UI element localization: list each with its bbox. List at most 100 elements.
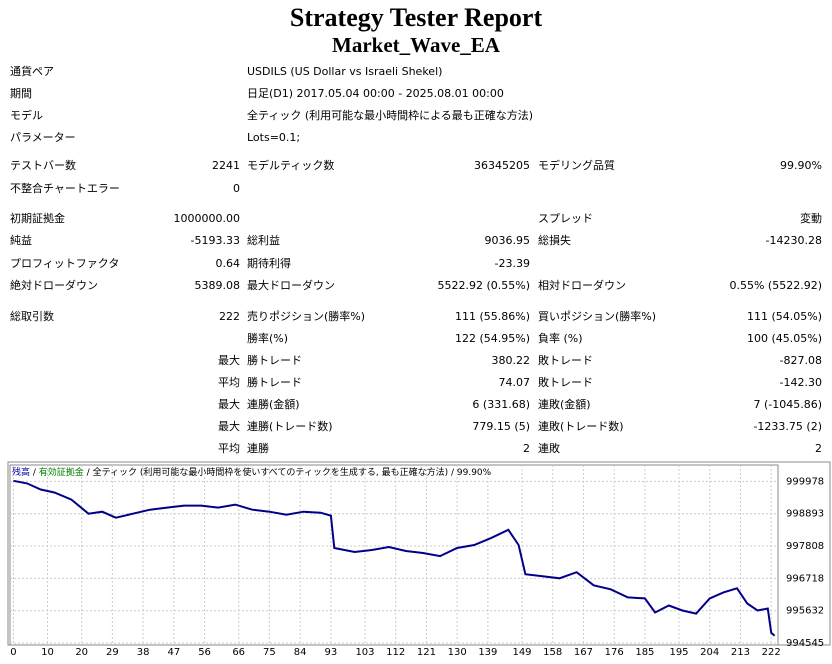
x-tick-label: 47 [167, 647, 180, 658]
x-tick-label: 176 [605, 647, 624, 658]
stat-value: 最大 [218, 353, 240, 367]
y-tick-label: 999978 [786, 476, 824, 487]
title: Strategy Tester Report [290, 3, 543, 32]
stat-label: モデリング品質 [538, 158, 615, 172]
x-tick-label: 158 [543, 647, 562, 658]
x-tick-label: 66 [232, 647, 245, 658]
x-tick-label: 93 [324, 647, 337, 658]
x-tick-label: 10 [41, 647, 54, 658]
x-tick-label: 20 [75, 647, 88, 658]
stat-value: 0.64 [216, 257, 241, 270]
y-tick-label: 996718 [786, 573, 824, 584]
stat-label: テストバー数 [10, 159, 76, 172]
x-tick-label: 139 [478, 647, 497, 658]
info-value: 全ティック (利用可能な最小時間枠による最も正確な方法) [247, 108, 533, 122]
x-tick-label: 185 [635, 647, 654, 658]
info-label: モデル [10, 108, 43, 122]
x-tick-label: 167 [574, 647, 593, 658]
stat-value: 74.07 [499, 376, 531, 389]
stat-value: 5389.08 [195, 279, 241, 292]
stat-value: 779.15 (5) [472, 420, 530, 433]
stat-value: 0.55% (5522.92) [729, 279, 822, 292]
x-tick-label: 29 [106, 647, 119, 658]
stat-value: -142.30 [780, 376, 822, 389]
stat-label: 売りポジション(勝率%) [247, 309, 365, 323]
legend-entry: 全ティック (利用可能な最小時間枠を使いすべてのティックを生成する, 最も正確な… [93, 466, 449, 478]
stat-value: -5193.33 [191, 234, 240, 247]
x-tick-label: 149 [512, 647, 531, 658]
stat-value: 36345205 [474, 159, 530, 172]
stat-value: 380.22 [492, 354, 531, 367]
y-tick-label: 998893 [786, 509, 824, 520]
stat-value: 最大 [218, 419, 240, 433]
info-label: パラメーター [10, 131, 76, 144]
stat-value: 最大 [218, 397, 240, 411]
x-tick-label: 38 [137, 647, 150, 658]
stat-value: 7 (-1045.86) [753, 398, 822, 411]
stat-label: 連敗(トレード数) [538, 419, 624, 433]
stat-value: 2 [815, 442, 822, 455]
x-tick-label: 75 [263, 647, 276, 658]
legend-entry: 99.90% [457, 468, 492, 478]
stat-label: 相対ドローダウン [538, 278, 626, 292]
stat-label: 買いポジション(勝率%) [538, 309, 656, 323]
stat-value: 1000000.00 [174, 212, 240, 225]
stat-value: -827.08 [780, 354, 822, 367]
stat-label: 初期証拠金 [10, 211, 65, 225]
stat-value: 平均 [218, 442, 240, 455]
legend-separator: / [448, 468, 457, 478]
x-tick-label: 121 [417, 647, 436, 658]
stat-label: 勝率(%) [247, 331, 288, 345]
y-tick-label: 994545 [786, 638, 824, 649]
legend: 残高 / 有効証拠金 / 全ティック (利用可能な最小時間枠を使いすべてのティッ… [12, 466, 492, 478]
legend-separator: / [84, 468, 93, 478]
stat-label: 期待利得 [247, 256, 291, 270]
stat-value: 2241 [212, 159, 240, 172]
stat-label: 連勝 [247, 441, 269, 455]
stat-label: 敗トレード [538, 375, 593, 389]
stat-value: 平均 [218, 376, 240, 389]
info-value: Lots=0.1; [247, 131, 300, 144]
plot-area [9, 464, 779, 646]
info-value: 日足(D1) 2017.05.04 00:00 - 2025.08.01 00:… [247, 87, 504, 100]
x-tick-label: 56 [198, 647, 211, 658]
stat-label: 負率 (%) [538, 331, 583, 345]
stat-value: 111 (55.86%) [455, 310, 530, 323]
x-tick-label: 84 [294, 647, 307, 658]
stat-label: 絶対ドローダウン [10, 278, 98, 292]
stat-value: 変動 [800, 211, 822, 225]
stat-label: スプレッド [538, 212, 593, 225]
stat-label: 連勝(トレード数) [247, 419, 333, 433]
stat-value: 100 (45.05%) [747, 332, 822, 345]
legend-entry: 有効証拠金 [39, 466, 84, 478]
x-tick-label: 112 [386, 647, 405, 658]
x-tick-label: 204 [700, 647, 719, 658]
x-tick-label: 0 [10, 647, 16, 658]
stat-value: 99.90% [780, 159, 822, 172]
stat-value: -1233.75 (2) [753, 420, 822, 433]
stat-label: モデルティック数 [247, 158, 334, 172]
stat-label: 連敗(金額) [538, 397, 591, 411]
stat-label: 敗トレード [538, 353, 593, 367]
info-label: 期間 [10, 87, 32, 100]
x-tick-label: 130 [448, 647, 467, 658]
stat-value: 9036.95 [485, 234, 531, 247]
stat-value: 6 (331.68) [472, 398, 530, 411]
info-label: 通貨ペア [10, 64, 54, 78]
x-tick-label: 103 [355, 647, 374, 658]
info-value: USDILS (US Dollar vs Israeli Shekel) [247, 65, 442, 78]
y-tick-label: 995632 [786, 606, 824, 617]
stat-label: 勝トレード [247, 375, 302, 389]
stat-value: 2 [523, 442, 530, 455]
stat-label: 最大ドローダウン [247, 278, 335, 292]
stat-label: 総利益 [247, 233, 280, 247]
stat-value: 5522.92 (0.55%) [437, 279, 530, 292]
x-tick-label: 213 [731, 647, 750, 658]
stat-label: プロフィットファクタ [10, 257, 119, 270]
stat-value: -14230.28 [766, 234, 822, 247]
stat-value: -23.39 [495, 257, 530, 270]
stat-label: 連勝(金額) [247, 397, 300, 411]
subtitle: Market_Wave_EA [332, 33, 501, 57]
